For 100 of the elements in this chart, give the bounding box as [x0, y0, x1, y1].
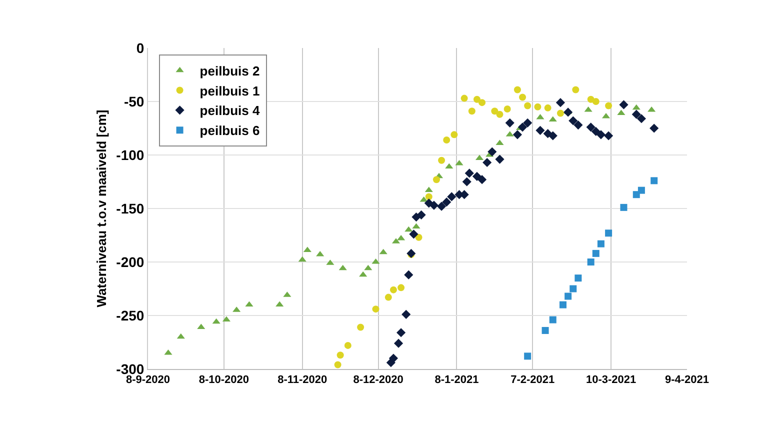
- point: [429, 200, 438, 210]
- point: [574, 274, 582, 282]
- point: [357, 324, 364, 331]
- point: [592, 98, 600, 105]
- point: [556, 110, 564, 117]
- point: [404, 270, 414, 280]
- point: [632, 104, 640, 110]
- point: [394, 338, 404, 348]
- point: [364, 264, 372, 270]
- y-tick-label: -150: [116, 200, 144, 216]
- point: [496, 110, 504, 118]
- x-tick-label: 8-9-2020: [126, 374, 170, 386]
- point: [512, 130, 522, 140]
- point: [597, 240, 604, 248]
- point: [477, 175, 487, 184]
- y-tick-label: -250: [116, 307, 144, 324]
- point: [425, 193, 432, 200]
- point: [442, 198, 452, 207]
- point: [438, 156, 446, 164]
- point: [544, 104, 552, 112]
- point: [460, 94, 468, 102]
- point: [536, 126, 545, 135]
- point: [534, 103, 542, 110]
- point: [445, 163, 454, 169]
- legend-label: peilbuis 1: [200, 83, 260, 98]
- point: [504, 105, 511, 112]
- point: [415, 234, 422, 241]
- point: [222, 316, 230, 322]
- point: [344, 342, 352, 349]
- point: [176, 333, 185, 339]
- point: [398, 284, 405, 292]
- point: [473, 96, 480, 103]
- point: [416, 210, 426, 220]
- point: [488, 147, 497, 156]
- point: [549, 316, 556, 324]
- point: [424, 186, 433, 192]
- point: [542, 326, 549, 334]
- point: [450, 131, 458, 138]
- point: [518, 122, 528, 132]
- x-tick-label: 8-11-2020: [278, 374, 328, 386]
- point: [164, 349, 172, 355]
- legend-label: peilbuis 2: [200, 63, 260, 78]
- point: [638, 186, 645, 194]
- point: [388, 354, 398, 363]
- y-axis-title: Waterniveau t.o.v maaiveld [cm]: [94, 110, 110, 308]
- point: [587, 258, 594, 266]
- point: [650, 124, 659, 133]
- point: [524, 102, 532, 110]
- point: [468, 108, 476, 115]
- point: [212, 318, 220, 324]
- point: [482, 158, 492, 168]
- point: [372, 306, 380, 313]
- point: [359, 271, 368, 277]
- legend-label: peilbuis 4: [200, 103, 261, 118]
- point: [523, 118, 532, 128]
- point: [548, 131, 558, 140]
- point: [596, 130, 606, 140]
- point: [572, 86, 580, 94]
- point: [505, 118, 514, 128]
- x-tick-label: 7-2-2021: [510, 374, 555, 386]
- point: [636, 114, 646, 124]
- x-tick-label: 8-1-2021: [434, 374, 479, 386]
- point: [570, 285, 577, 292]
- point: [495, 154, 504, 164]
- point: [379, 248, 388, 254]
- point: [619, 100, 628, 110]
- point: [605, 102, 612, 110]
- point: [443, 136, 450, 144]
- point: [396, 328, 406, 338]
- x-tick-label: 8-12-2020: [353, 374, 404, 386]
- point: [462, 177, 472, 186]
- point: [197, 324, 206, 330]
- y-tick-label: -100: [116, 146, 144, 163]
- point: [336, 352, 344, 359]
- point: [605, 230, 612, 237]
- y-tick-label: -200: [116, 254, 144, 270]
- point: [586, 122, 596, 132]
- point: [409, 230, 418, 239]
- point: [524, 352, 532, 360]
- point: [604, 131, 614, 140]
- point: [404, 226, 413, 232]
- x-tick-label: 9-4-2021: [664, 374, 710, 386]
- point: [464, 168, 474, 178]
- point: [338, 264, 347, 270]
- point: [276, 301, 284, 307]
- point: [519, 94, 526, 101]
- point: [402, 310, 411, 319]
- point: [436, 202, 446, 211]
- point: [432, 176, 440, 184]
- point: [334, 361, 342, 368]
- point: [592, 250, 600, 257]
- point: [491, 108, 498, 115]
- point: [591, 126, 600, 136]
- x-tick-label: 10-3-2021: [586, 374, 636, 386]
- point: [620, 204, 628, 211]
- y-tick-label: -50: [124, 93, 144, 110]
- point: [397, 234, 406, 240]
- point: [390, 286, 397, 294]
- point: [406, 248, 416, 258]
- point: [632, 110, 641, 119]
